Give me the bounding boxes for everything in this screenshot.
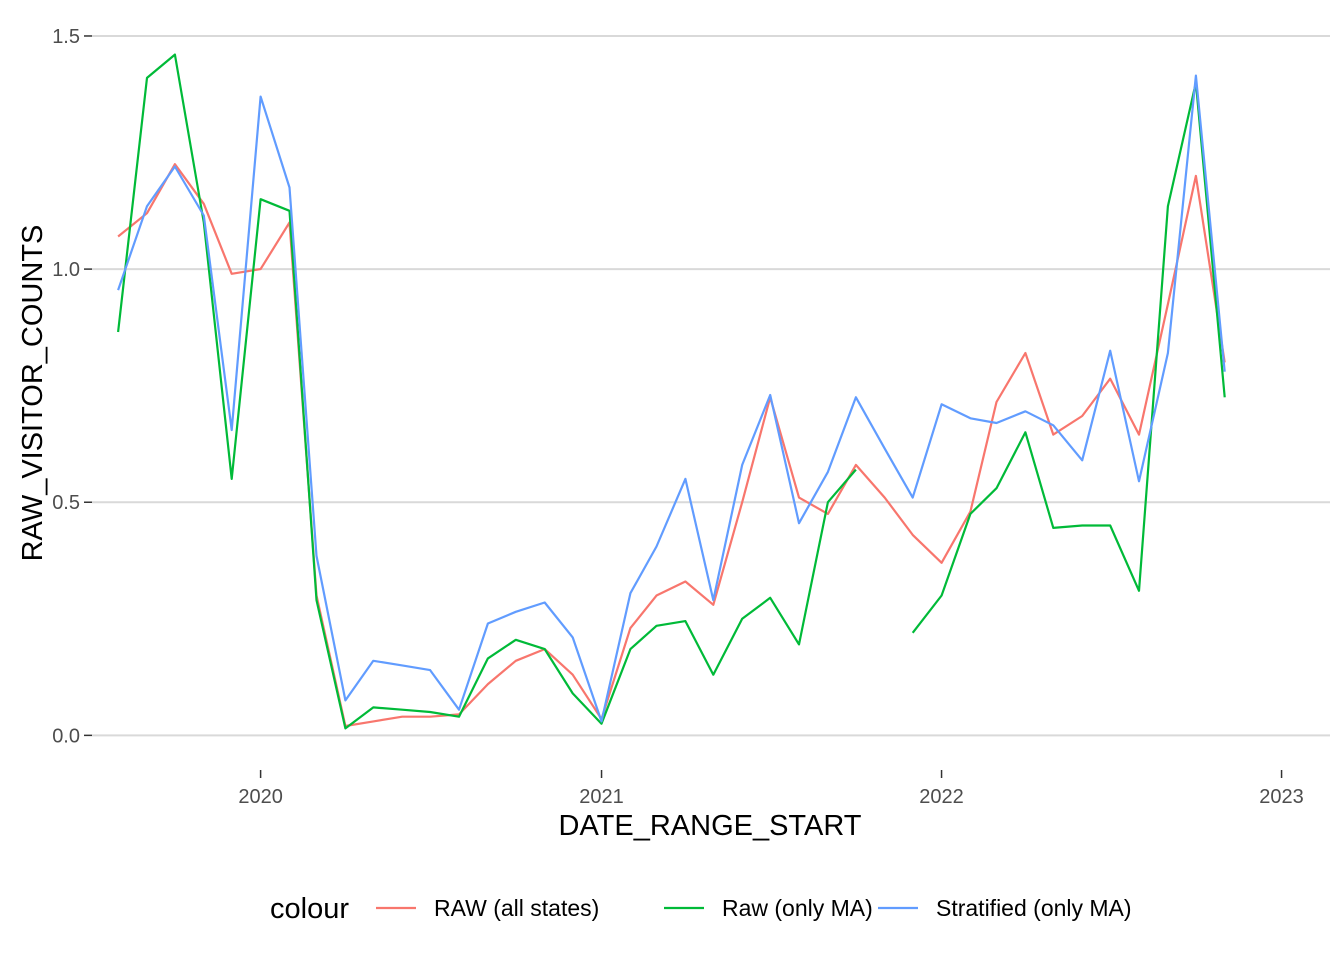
gridlines bbox=[92, 34, 1330, 737]
legend-item: Raw (only MA) bbox=[664, 895, 873, 921]
y-axis: 0.0 0.5 1.0 1.5 bbox=[52, 26, 92, 747]
y-tick-label: 1.5 bbox=[52, 26, 80, 48]
x-axis: 2020 2021 2022 2023 bbox=[238, 770, 1304, 808]
legend-title: colour bbox=[270, 893, 349, 925]
x-tick-label: 2022 bbox=[919, 786, 964, 808]
x-tick-label: 2023 bbox=[1259, 786, 1304, 808]
y-tick-label: 0.0 bbox=[52, 725, 80, 747]
y-tick-label: 0.5 bbox=[52, 492, 80, 514]
series-line bbox=[118, 76, 1282, 722]
legend-label: Raw (only MA) bbox=[722, 895, 873, 921]
x-axis-title: DATE_RANGE_START bbox=[559, 810, 862, 842]
y-tick-label: 1.0 bbox=[52, 259, 80, 281]
legend-label: Stratified (only MA) bbox=[936, 895, 1132, 921]
x-tick-label: 2021 bbox=[579, 786, 624, 808]
legend-item: Stratified (only MA) bbox=[878, 895, 1132, 921]
series-lines bbox=[118, 55, 1282, 729]
legend-item: RAW (all states) bbox=[376, 895, 599, 921]
legend-label: RAW (all states) bbox=[434, 895, 599, 921]
y-axis-title: RAW_VISITOR_COUNTS bbox=[17, 225, 49, 562]
series-line bbox=[118, 55, 1282, 729]
x-tick-label: 2020 bbox=[238, 786, 283, 808]
legend: colour RAW (all states) Raw (only MA) Stra… bbox=[270, 893, 1132, 925]
